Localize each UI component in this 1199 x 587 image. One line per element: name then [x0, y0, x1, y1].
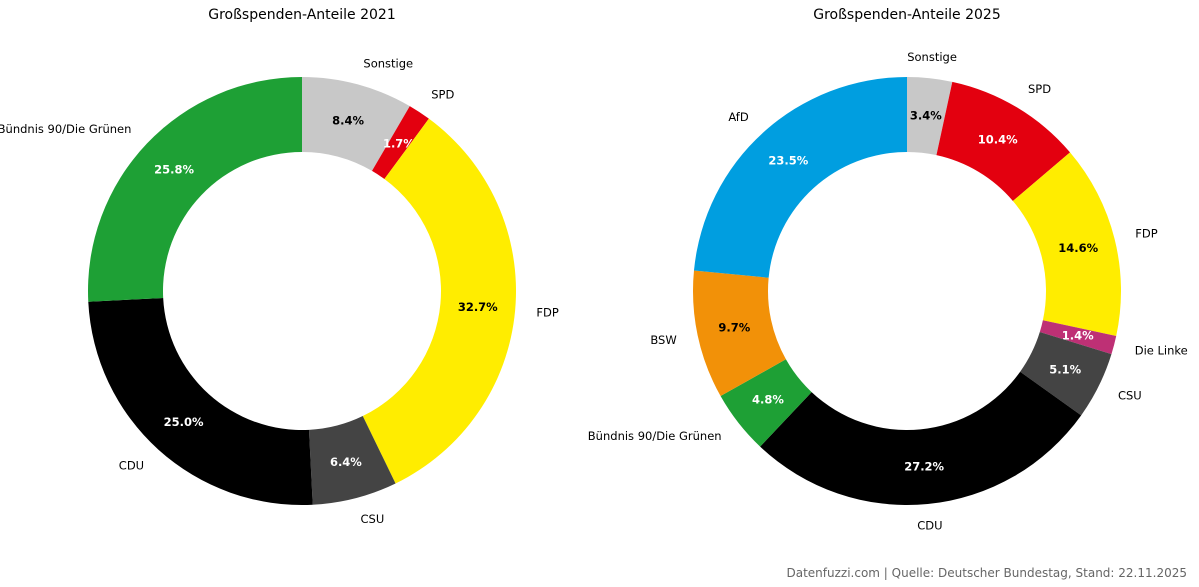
data-label-spd: 1.7% — [383, 136, 415, 150]
slice-bsw — [693, 270, 786, 397]
slice-b-ndnis-90-die-gr-nen — [720, 359, 812, 447]
slice-csu — [308, 416, 396, 505]
category-label-b-ndnis-90-die-gr-nen: Bündnis 90/Die Grünen — [588, 429, 722, 443]
footer-source: Datenfuzzi.com | Quelle: Deutscher Bunde… — [786, 566, 1188, 580]
chart-title: Großspenden-Anteile 2021 — [208, 7, 396, 23]
category-label-fdp: FDP — [536, 305, 558, 319]
slice-cdu — [760, 371, 1082, 506]
slice-csu — [1020, 332, 1112, 416]
category-label-sonstige: Sonstige — [907, 50, 957, 64]
category-label-sonstige: Sonstige — [363, 57, 413, 71]
category-label-csu: CSU — [361, 512, 385, 526]
data-label-b-ndnis-90-die-gr-nen: 4.8% — [752, 393, 784, 407]
slice-afd — [693, 77, 907, 278]
data-label-fdp: 32.7% — [458, 300, 498, 314]
category-label-spd: SPD — [431, 87, 454, 101]
category-label-afd: AfD — [728, 110, 749, 124]
slice-sonstige — [907, 77, 953, 156]
category-label-cdu: CDU — [119, 459, 144, 473]
data-label-fdp: 14.6% — [1058, 241, 1098, 255]
slice-sonstige — [302, 77, 410, 171]
data-label-die-linke: 1.4% — [1062, 329, 1094, 343]
category-label-die-linke: Die Linke — [1135, 344, 1188, 358]
data-label-b-ndnis-90-die-gr-nen: 25.8% — [154, 162, 194, 176]
data-label-csu: 6.4% — [330, 455, 362, 469]
slice-die-linke — [1039, 320, 1117, 355]
category-label-fdp: FDP — [1135, 227, 1157, 241]
donut-chart-2021: Großspenden-Anteile 2021 8.4% Sonstige 1.7%… — [0, 7, 559, 526]
data-label-afd: 23.5% — [768, 153, 808, 167]
category-label-spd: SPD — [1028, 82, 1051, 96]
data-label-cdu: 27.2% — [904, 460, 944, 474]
slice-fdp — [362, 118, 516, 484]
data-label-csu: 5.1% — [1049, 362, 1081, 376]
slice-fdp — [1012, 152, 1121, 336]
data-label-sonstige: 3.4% — [910, 109, 942, 123]
category-label-cdu: CDU — [917, 518, 942, 532]
chart-title: Großspenden-Anteile 2025 — [813, 7, 1001, 23]
slice-cdu — [88, 297, 313, 505]
donut-chart-2025: Großspenden-Anteile 2025 3.4% Sonstige 10.4… — [588, 7, 1188, 532]
category-label-b-ndnis-90-die-gr-nen: Bündnis 90/Die Grünen — [0, 122, 131, 136]
category-label-csu: CSU — [1118, 388, 1142, 402]
data-label-sonstige: 8.4% — [332, 114, 364, 128]
category-label-bsw: BSW — [650, 333, 676, 347]
slice-spd — [372, 106, 429, 180]
slice-b-ndnis-90-die-gr-nen — [88, 77, 302, 302]
data-label-bsw: 9.7% — [718, 321, 750, 335]
data-label-spd: 10.4% — [978, 133, 1018, 147]
data-label-cdu: 25.0% — [164, 415, 204, 429]
slice-spd — [936, 81, 1071, 201]
